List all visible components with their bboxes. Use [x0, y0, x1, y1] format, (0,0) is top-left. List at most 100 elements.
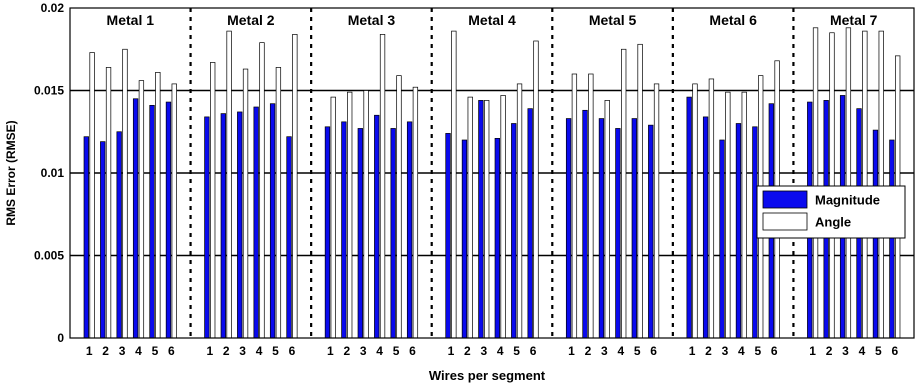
x-tick-label: 1 [689, 344, 696, 358]
bar-angle [330, 96, 336, 339]
x-tick-label: 2 [102, 344, 109, 358]
bar-magnitude [686, 96, 692, 339]
y-tick-label: 0 [57, 331, 64, 345]
x-tick-label: 2 [223, 344, 230, 358]
bar-magnitude [478, 100, 484, 339]
x-tick-label: 5 [152, 344, 159, 358]
bar-angle [105, 67, 112, 339]
bar-angle [588, 73, 594, 339]
bar-magnitude [752, 126, 758, 339]
x-tick-label: 4 [135, 344, 142, 358]
bar-angle [484, 100, 490, 339]
bar-angle [292, 34, 298, 339]
bar-magnitude [565, 118, 572, 339]
bar-magnitude [149, 104, 155, 339]
bar-angle [653, 83, 660, 339]
x-tick-label: 3 [360, 344, 367, 358]
bar-magnitude [269, 103, 276, 339]
bar-angle [812, 27, 819, 339]
bar-magnitude [83, 136, 89, 339]
bar-magnitude [253, 106, 259, 339]
y-axis-label: RMS Error (RMSE) [4, 120, 18, 225]
x-tick-label: 2 [343, 344, 350, 358]
bar-magnitude [702, 116, 709, 339]
x-tick-label: 6 [771, 344, 778, 358]
x-tick-label: 3 [480, 344, 487, 358]
group-label: Metal 3 [348, 12, 396, 28]
bar-angle [171, 83, 177, 339]
bar-angle [878, 30, 884, 339]
bar-magnitude [615, 128, 621, 339]
x-tick-label: 4 [256, 344, 263, 358]
bar-angle [138, 80, 145, 339]
x-tick-label: 1 [448, 344, 455, 358]
bar-magnitude [494, 138, 500, 339]
bar-angle [259, 42, 265, 339]
bar-angle [412, 86, 419, 339]
bar-angle [122, 48, 128, 339]
x-tick-label: 1 [568, 344, 575, 358]
x-tick-label: 4 [617, 344, 624, 358]
bar-magnitude [341, 121, 347, 339]
bar-magnitude [445, 133, 451, 339]
bar-magnitude [286, 136, 292, 339]
y-tick-label: 0.015 [34, 84, 64, 98]
bar-angle [708, 78, 715, 339]
bar-magnitude [631, 118, 637, 339]
x-tick-label: 3 [722, 344, 729, 358]
bar-magnitude [220, 113, 226, 339]
bar-magnitude [406, 121, 413, 339]
bar-angle [621, 48, 627, 339]
bar-magnitude [165, 101, 172, 339]
x-tick-label: 6 [409, 344, 416, 358]
group-label: Metal 2 [227, 12, 275, 28]
bar-magnitude [374, 114, 380, 339]
bar-angle [89, 52, 95, 339]
bar-angle [500, 95, 506, 339]
bar-angle [829, 32, 835, 339]
bar-magnitude [324, 126, 331, 339]
x-tick-label: 4 [497, 344, 504, 358]
bar-magnitude [582, 109, 588, 339]
bar-angle [242, 68, 249, 339]
x-tick-label: 2 [464, 344, 471, 358]
x-tick-label: 4 [738, 344, 745, 358]
legend-label: Magnitude [815, 193, 880, 208]
x-tick-label: 3 [119, 344, 126, 358]
x-tick-label: 2 [705, 344, 712, 358]
x-tick-label: 1 [809, 344, 816, 358]
bar-angle [533, 40, 539, 339]
bar-angle [862, 30, 868, 339]
x-tick-label: 3 [601, 344, 608, 358]
x-tick-label: 5 [875, 344, 882, 358]
y-tick-label: 0.01 [41, 166, 65, 180]
bar-magnitude [237, 111, 243, 339]
x-tick-label: 5 [634, 344, 641, 358]
x-tick-label: 5 [272, 344, 279, 358]
group-label: Metal 5 [589, 12, 637, 28]
bar-magnitude [719, 139, 725, 339]
y-tick-label: 0.02 [41, 1, 65, 15]
y-tick-label: 0.005 [34, 249, 64, 263]
bar-angle [347, 91, 353, 339]
bar-angle [692, 83, 698, 339]
bar-magnitude [735, 123, 742, 339]
bar-angle [604, 100, 610, 339]
bar-angle [155, 71, 161, 339]
bar-magnitude [511, 123, 517, 339]
bar-magnitude [116, 131, 122, 339]
x-tick-label: 2 [585, 344, 592, 358]
x-tick-label: 3 [842, 344, 849, 358]
x-tick-label: 6 [650, 344, 657, 358]
bar-magnitude [390, 128, 396, 339]
legend-swatch-angle [762, 212, 808, 231]
bar-angle [725, 91, 731, 339]
x-tick-label: 5 [754, 344, 761, 358]
x-tick-label: 6 [289, 344, 296, 358]
x-tick-label: 4 [859, 344, 866, 358]
group-label: Metal 1 [107, 12, 155, 28]
legend-swatch-magnitude [762, 190, 808, 209]
bar-magnitude [357, 128, 363, 339]
